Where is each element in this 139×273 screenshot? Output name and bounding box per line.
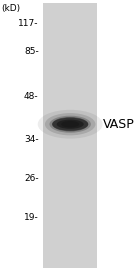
Text: 26-: 26- — [24, 174, 39, 183]
Ellipse shape — [52, 117, 88, 131]
Ellipse shape — [38, 110, 103, 139]
Text: VASP: VASP — [103, 118, 135, 131]
Ellipse shape — [49, 116, 91, 133]
Ellipse shape — [45, 113, 95, 135]
Text: 117-: 117- — [18, 19, 39, 28]
Ellipse shape — [52, 118, 88, 131]
Text: 85-: 85- — [24, 48, 39, 56]
FancyBboxPatch shape — [43, 3, 97, 268]
Text: 19-: 19- — [24, 213, 39, 221]
Text: (kD): (kD) — [1, 4, 20, 13]
Ellipse shape — [57, 120, 84, 129]
Text: 48-: 48- — [24, 93, 39, 101]
Ellipse shape — [61, 121, 79, 127]
Ellipse shape — [65, 122, 76, 126]
Text: 34-: 34- — [24, 135, 39, 144]
